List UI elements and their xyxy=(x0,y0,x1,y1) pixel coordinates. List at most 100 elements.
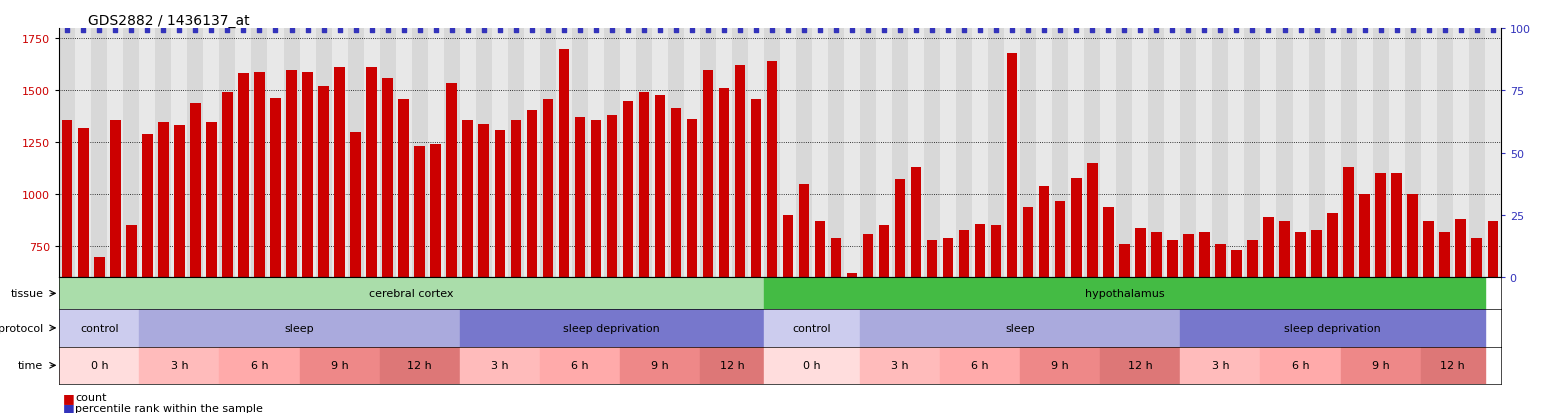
Text: sleep: sleep xyxy=(1006,323,1034,333)
Bar xyxy=(1343,168,1354,278)
Bar xyxy=(1212,29,1228,278)
Point xyxy=(487,28,512,35)
Bar xyxy=(1260,29,1276,278)
Bar xyxy=(1148,29,1164,278)
Bar xyxy=(1228,29,1245,278)
Point xyxy=(119,28,144,35)
Bar xyxy=(78,128,89,278)
Point xyxy=(167,28,192,35)
Bar xyxy=(1005,29,1020,278)
Bar xyxy=(206,122,217,278)
Bar xyxy=(239,74,248,278)
Bar xyxy=(139,29,156,278)
Text: ■: ■ xyxy=(62,391,75,404)
Bar xyxy=(139,309,460,347)
Point xyxy=(264,28,289,35)
Point xyxy=(1271,28,1296,35)
Point xyxy=(1401,28,1426,35)
Bar xyxy=(683,29,700,278)
Bar xyxy=(1437,29,1452,278)
Bar xyxy=(142,135,153,278)
Bar xyxy=(351,133,360,278)
Bar xyxy=(1072,178,1081,278)
Point xyxy=(615,28,640,35)
Bar xyxy=(158,122,168,278)
Bar xyxy=(908,29,924,278)
Point xyxy=(200,28,225,35)
Bar xyxy=(1404,29,1421,278)
Bar xyxy=(1248,240,1257,278)
Point xyxy=(343,28,368,35)
Bar xyxy=(1357,29,1373,278)
Point xyxy=(583,28,608,35)
Text: count: count xyxy=(75,392,106,402)
Bar xyxy=(619,347,700,384)
Bar xyxy=(927,240,938,278)
Point xyxy=(808,28,833,35)
Bar xyxy=(764,347,860,384)
Bar xyxy=(924,29,941,278)
Bar xyxy=(750,100,761,278)
Bar xyxy=(139,347,220,384)
Point xyxy=(1289,28,1314,35)
Point xyxy=(359,28,384,35)
Text: 12 h: 12 h xyxy=(719,361,744,370)
Bar xyxy=(1276,29,1293,278)
Bar xyxy=(702,70,713,278)
Text: 0 h: 0 h xyxy=(90,361,108,370)
Point xyxy=(967,28,992,35)
Bar xyxy=(92,29,108,278)
Point xyxy=(471,28,496,35)
Point xyxy=(775,28,800,35)
Bar xyxy=(878,226,889,278)
Bar xyxy=(1020,347,1100,384)
Bar xyxy=(1376,174,1385,278)
Bar xyxy=(236,29,251,278)
Point xyxy=(1448,28,1473,35)
Bar xyxy=(619,29,636,278)
Bar xyxy=(1407,195,1418,278)
Bar xyxy=(719,89,729,278)
Point xyxy=(888,28,913,35)
Bar xyxy=(860,309,1181,347)
Bar xyxy=(427,29,443,278)
Bar xyxy=(1084,29,1100,278)
Point xyxy=(568,28,593,35)
Bar xyxy=(768,62,777,278)
Bar xyxy=(700,29,716,278)
Point xyxy=(87,28,112,35)
Bar xyxy=(367,68,378,278)
Bar xyxy=(187,29,203,278)
Bar xyxy=(1167,240,1178,278)
Point xyxy=(407,28,432,35)
Point xyxy=(872,28,897,35)
Bar xyxy=(303,72,312,278)
Bar xyxy=(987,29,1005,278)
Bar xyxy=(1055,201,1065,278)
Bar xyxy=(941,347,1020,384)
Bar xyxy=(462,121,473,278)
Bar xyxy=(783,216,792,278)
Point xyxy=(70,28,95,35)
Point xyxy=(279,28,304,35)
Bar xyxy=(1312,230,1321,278)
Point xyxy=(1143,28,1168,35)
Bar xyxy=(1328,214,1338,278)
Bar xyxy=(1197,29,1212,278)
Bar xyxy=(764,29,780,278)
Bar xyxy=(284,29,300,278)
Point xyxy=(456,28,480,35)
Bar xyxy=(780,29,796,278)
Point xyxy=(920,28,945,35)
Point xyxy=(1335,28,1360,35)
Bar xyxy=(831,238,841,278)
Bar xyxy=(363,29,379,278)
Point xyxy=(696,28,721,35)
Point xyxy=(246,28,271,35)
Point xyxy=(1465,28,1490,35)
Bar xyxy=(1295,232,1306,278)
Bar xyxy=(460,309,764,347)
Bar xyxy=(1423,222,1434,278)
Point xyxy=(183,28,207,35)
Bar xyxy=(1264,218,1273,278)
